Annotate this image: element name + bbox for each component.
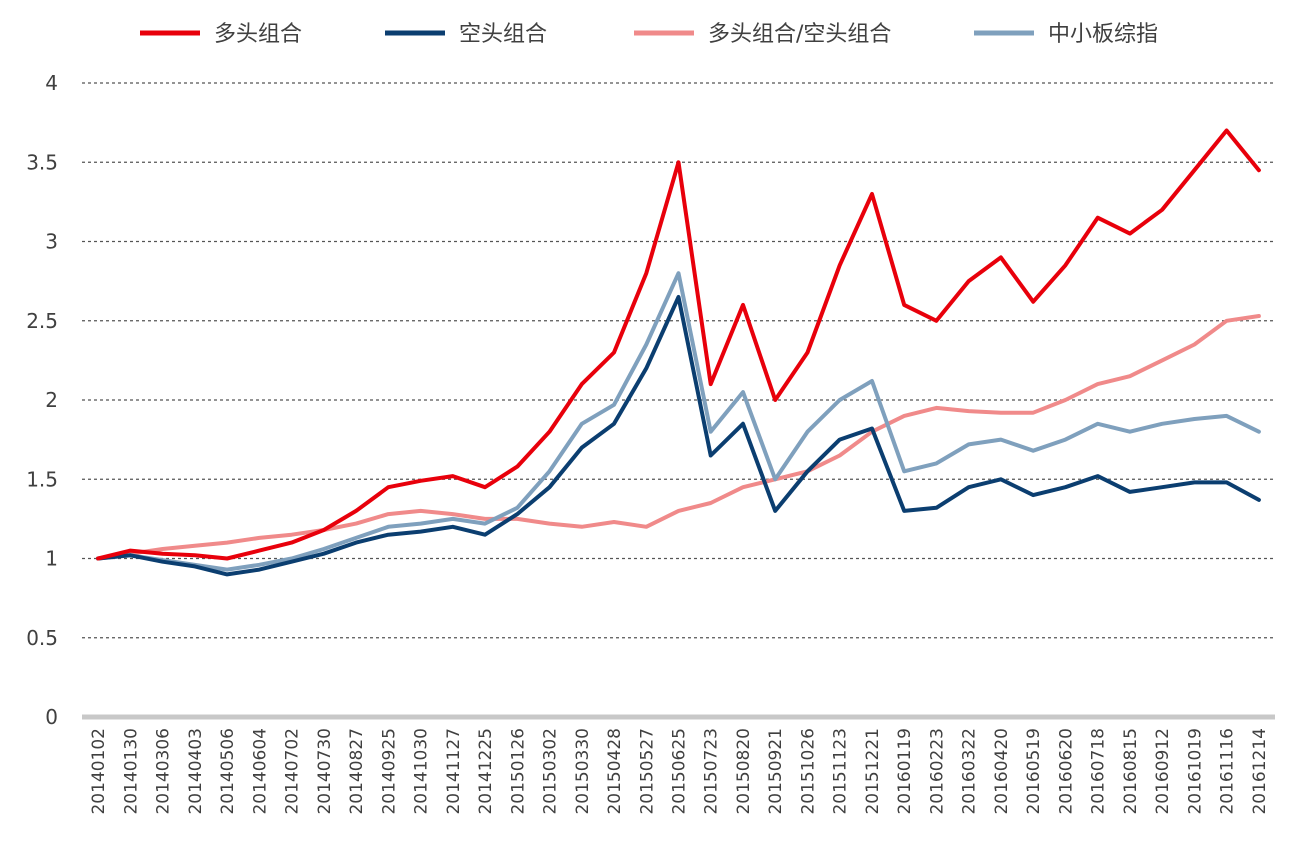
legend-label: 空头组合 xyxy=(459,22,547,47)
x-tick-label: 20140730 xyxy=(315,728,335,815)
x-tick-label: 20150723 xyxy=(702,728,722,815)
x-tick-label: 20150126 xyxy=(508,728,528,815)
x-tick-label: 20141225 xyxy=(476,728,496,815)
y-axis: 0 0.5 1 1.5 2 2.5 3 3.5 4 xyxy=(26,71,58,729)
legend: 多头组合 空头组合 多头组合/空头组合 中小板综指 xyxy=(140,22,1158,47)
y-tick-label: 0 xyxy=(45,705,58,729)
legend-label: 多头组合/空头组合 xyxy=(708,22,891,47)
series-layer xyxy=(96,128,1261,577)
x-tick-label: 20140102 xyxy=(89,728,109,815)
x-tick-label: 20160119 xyxy=(895,728,915,815)
x-tick-label: 20160620 xyxy=(1056,728,1076,815)
x-tick-label: 20160815 xyxy=(1121,728,1141,815)
series-line-0 xyxy=(96,128,1261,561)
y-tick-label: 2.5 xyxy=(26,309,58,333)
x-tick-label: 20140827 xyxy=(347,728,367,815)
x-tick-label: 20160519 xyxy=(1024,728,1044,815)
x-tick-label: 20150302 xyxy=(541,728,561,815)
x-tick-label: 20160322 xyxy=(960,728,980,815)
y-tick-label: 2 xyxy=(45,388,58,412)
x-tick-label: 20140130 xyxy=(121,728,141,815)
x-tick-label: 20140702 xyxy=(283,728,303,815)
x-tick-label: 20160718 xyxy=(1089,728,1109,815)
series-line-1 xyxy=(96,295,1261,577)
x-tick-label: 20140403 xyxy=(186,728,206,815)
x-tick-label: 20141127 xyxy=(444,728,464,815)
x-tick-label: 20160420 xyxy=(992,728,1012,815)
x-tick-label: 20140604 xyxy=(250,728,270,815)
x-tick-label: 20140306 xyxy=(154,728,174,815)
series-line-2 xyxy=(96,314,1261,561)
x-tick-label: 20150921 xyxy=(766,728,786,815)
x-tick-label: 20150625 xyxy=(670,728,690,815)
x-tick-label: 20161019 xyxy=(1185,728,1205,815)
x-tick-label: 20150527 xyxy=(637,728,657,815)
y-tick-label: 1 xyxy=(45,547,58,571)
x-tick-label: 20150428 xyxy=(605,728,625,815)
x-tick-label: 20151123 xyxy=(831,728,851,815)
x-tick-label: 20140506 xyxy=(218,728,238,815)
x-tick-label: 20151026 xyxy=(798,728,818,815)
y-tick-label: 3 xyxy=(45,230,58,254)
y-tick-label: 4 xyxy=(45,71,58,95)
x-tick-label: 20160223 xyxy=(927,728,947,815)
x-tick-label: 20151221 xyxy=(863,728,883,815)
x-tick-label: 20160912 xyxy=(1153,728,1173,815)
series-line-3 xyxy=(96,271,1261,572)
y-tick-label: 3.5 xyxy=(26,150,58,174)
x-tick-label: 20150330 xyxy=(573,728,593,815)
x-tick-label: 20161116 xyxy=(1218,728,1238,815)
x-axis: 20140102 20140130 20140306 20140403 20140506… xyxy=(82,714,1275,815)
legend-label: 多头组合 xyxy=(214,22,302,47)
x-tick-label: 20150820 xyxy=(734,728,754,815)
y-tick-label: 0.5 xyxy=(26,626,58,650)
legend-label: 中小板综指 xyxy=(1048,22,1158,47)
x-tick-label: 20140925 xyxy=(379,728,399,815)
y-tick-label: 1.5 xyxy=(26,467,58,491)
x-tick-label: 20141030 xyxy=(412,728,432,815)
x-tick-label: 20161214 xyxy=(1250,728,1270,815)
